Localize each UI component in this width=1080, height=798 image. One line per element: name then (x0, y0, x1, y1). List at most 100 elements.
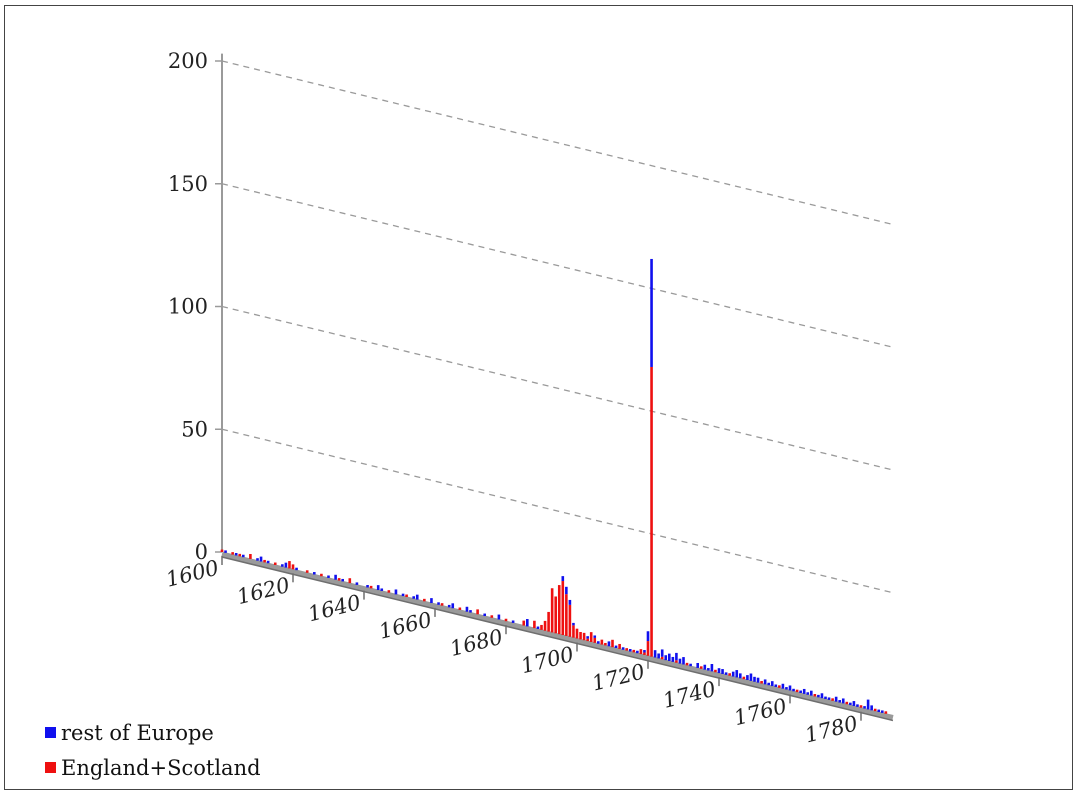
bar-england-scotland (795, 689, 799, 693)
bar-rest-of-europe (628, 649, 632, 652)
legend: rest of Europe England+Scotland (45, 721, 261, 780)
bar-england-scotland (600, 639, 604, 645)
bar-rest-of-europe (327, 575, 330, 578)
bar-england-scotland (458, 607, 462, 610)
bar-rest-of-europe (465, 606, 469, 612)
bar-rest-of-europe (770, 681, 774, 687)
legend-label: England+Scotland (61, 756, 261, 780)
bar-rest-of-europe (810, 690, 813, 696)
bar-rest-of-europe (849, 702, 852, 706)
bar-rest-of-europe (668, 653, 671, 661)
bar-england-scotland (760, 681, 763, 684)
bar-england-scotland (778, 685, 781, 688)
bar-england-scotland (522, 620, 526, 626)
bar-rest-of-europe (841, 698, 845, 704)
bar-rest-of-europe (334, 574, 337, 580)
bar-england-scotland (543, 620, 547, 631)
bar-england-scotland (305, 570, 309, 573)
bar-rest-of-europe (561, 576, 565, 582)
bar-england-scotland (582, 632, 586, 641)
bar-england-scotland (604, 642, 607, 646)
bar-rest-of-europe (614, 645, 618, 649)
bar-rest-of-europe (678, 658, 682, 664)
bar-rest-of-europe (511, 620, 515, 623)
bar-rest-of-europe (643, 650, 646, 653)
bar-rest-of-europe (437, 602, 440, 605)
bar-rest-of-europe (866, 699, 870, 710)
bar-rest-of-europe (401, 593, 405, 597)
bar-england-scotland (348, 578, 352, 584)
y-axis-ticks: 0 50 100 150 200 (168, 49, 222, 564)
bar-england-scotland (675, 660, 678, 663)
bar-england-scotland (547, 611, 550, 632)
bar-england-scotland (589, 632, 593, 642)
gridline (221, 183, 894, 348)
bar-rest-of-europe (451, 603, 455, 609)
bar-rest-of-europe (682, 657, 685, 665)
bar-rest-of-europe (756, 677, 760, 683)
bar-rest-of-europe (497, 614, 501, 620)
bar-rest-of-europe (802, 688, 806, 694)
bar-rest-of-europe (526, 619, 529, 627)
bar-england-scotland (423, 598, 426, 602)
bar-england-scotland (593, 637, 597, 643)
bar-rest-of-europe (703, 664, 707, 670)
bar-england-scotland (504, 618, 508, 622)
bar-england-scotland (369, 585, 373, 589)
bar-rest-of-europe (834, 696, 838, 702)
bar-england-scotland (660, 656, 664, 660)
y-tick-label: 0 (195, 540, 208, 564)
bar-rest-of-europe (256, 558, 259, 561)
x-tick-label: 1640 (306, 590, 364, 626)
bar-england-scotland (646, 641, 650, 656)
bar-england-scotland (685, 662, 689, 666)
bar-rest-of-europe (284, 562, 288, 568)
bar-rest-of-europe (394, 589, 398, 595)
bar-rest-of-europe (355, 582, 359, 585)
bar-rest-of-europe (242, 554, 245, 558)
bar-rest-of-europe (653, 650, 657, 658)
bar-rest-of-europe (224, 550, 227, 553)
x-tick-label: 1680 (448, 625, 506, 661)
bar-rest-of-europe (749, 673, 753, 681)
bar-rest-of-europe (852, 701, 856, 706)
bar-rest-of-europe (572, 622, 575, 626)
bar-rest-of-europe (735, 670, 739, 678)
bar-england-scotland (813, 694, 817, 697)
bar-rest-of-europe (767, 682, 770, 686)
bar-england-scotland (611, 639, 614, 648)
bar-england-scotland (714, 669, 717, 673)
bar-rest-of-europe (817, 694, 820, 698)
bar-rest-of-europe (792, 688, 795, 692)
bar-england-scotland (859, 705, 863, 708)
bar-rest-of-europe (341, 578, 344, 582)
bar-rest-of-europe (827, 697, 831, 700)
bar-rest-of-europe (721, 669, 724, 674)
bar-england-scotland (273, 562, 277, 565)
y-tick-label: 150 (168, 172, 208, 196)
bar-rest-of-europe (838, 700, 841, 703)
bar-rest-of-europe (607, 641, 611, 647)
bar-rest-of-europe (313, 572, 316, 575)
bar-england-scotland (405, 594, 408, 597)
bar-rest-of-europe (788, 685, 792, 691)
bar-rest-of-europe (430, 598, 433, 604)
bar-england-scotland (476, 609, 479, 615)
bar-rest-of-europe (621, 647, 625, 650)
x-tick-label: 1660 (377, 607, 435, 643)
bar-rest-of-europe (660, 649, 664, 657)
axes (221, 53, 894, 722)
bar-rest-of-europe (671, 656, 675, 662)
bar-rest-of-europe (259, 556, 263, 562)
y-tick-label: 200 (168, 49, 208, 73)
bar-rest-of-europe (415, 594, 419, 600)
bar-england-scotland (533, 620, 536, 629)
bar-rest-of-europe (597, 641, 600, 644)
bar-england-scotland (831, 698, 834, 701)
bar-england-scotland (728, 673, 731, 676)
bar-england-scotland (263, 559, 266, 563)
bars (220, 258, 888, 714)
legend-label: rest of Europe (61, 721, 214, 745)
bar-rest-of-europe (483, 613, 486, 617)
bar-england-scotland (742, 676, 746, 680)
